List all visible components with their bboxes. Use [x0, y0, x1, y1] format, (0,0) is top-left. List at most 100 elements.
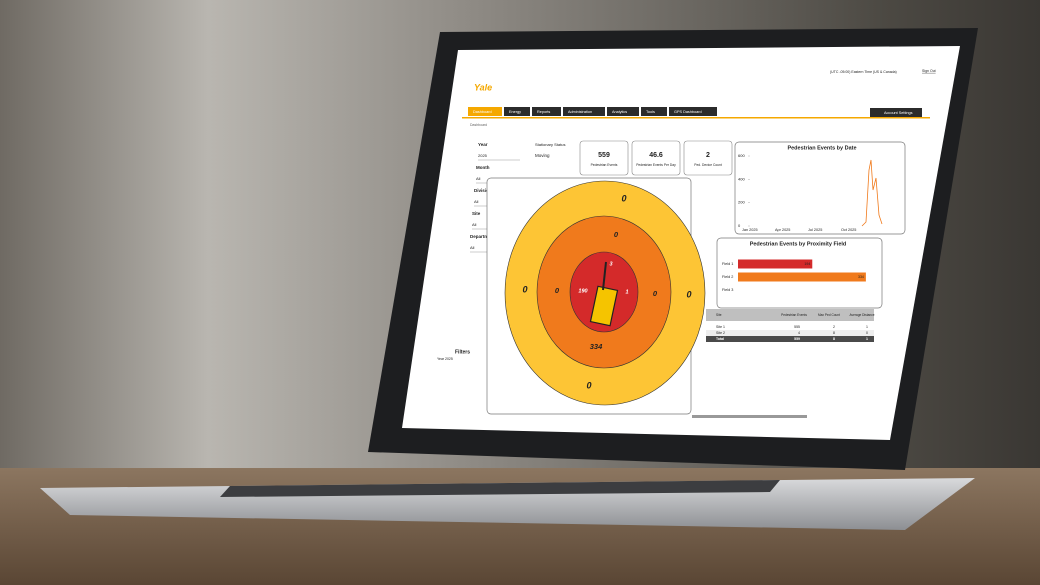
nav-tab-label[interactable]: Tools	[646, 110, 655, 114]
keyboard	[220, 480, 780, 497]
zone-value: 0	[522, 284, 527, 294]
filters-title: Filters	[455, 349, 470, 355]
filter-value[interactable]: All	[470, 245, 475, 250]
table-cell: 8	[833, 331, 835, 335]
chart-title: Pedestrian Events by Proximity Field	[750, 241, 847, 247]
table-cell: Site 2	[716, 331, 725, 335]
x-tick-label: Oct 2025	[841, 228, 856, 232]
filters-text: Year 2025	[437, 357, 453, 361]
table-row	[706, 336, 874, 342]
zone-value: 0	[586, 380, 591, 390]
category-label: Field 2	[722, 275, 733, 279]
zone-value: 0	[621, 193, 626, 203]
kpi-card	[683, 140, 733, 176]
nav-tab[interactable]	[563, 107, 605, 116]
timezone: (UTC -05:00) Eastern Time (US & Canada)	[830, 70, 897, 74]
table-cell: 559	[794, 337, 800, 341]
forklift-mast	[602, 261, 607, 291]
kpi-label: Pedestrian Events Per Day	[636, 163, 676, 167]
filter-value[interactable]: All	[476, 176, 481, 181]
nav-tab-label[interactable]: GPS Dashboard	[674, 110, 702, 114]
nav-tab-label[interactable]: Administration	[568, 110, 592, 114]
nav-tab[interactable]	[468, 107, 502, 116]
kpi-label: Pedestrian Events	[591, 163, 618, 167]
account-settings[interactable]: Account Settings	[884, 111, 913, 115]
bar	[738, 272, 866, 282]
zone-value: 1	[625, 289, 628, 295]
kpi-value: 2	[706, 152, 710, 159]
kpi-card	[579, 140, 629, 176]
trend-line	[861, 159, 883, 227]
chart-panel	[734, 141, 906, 235]
table-cell: 2	[833, 325, 835, 329]
x-tick-label: Apr 2025	[775, 228, 790, 232]
zone-value: 3	[609, 261, 612, 267]
kpi-label: Ped. Device Count	[694, 163, 722, 167]
filter-label: Division	[474, 188, 492, 193]
table-cell: 1	[866, 337, 868, 341]
y-tick-label: 600	[738, 153, 745, 158]
table-row	[706, 330, 874, 336]
nav-tab[interactable]	[532, 107, 561, 116]
table-cell: 1	[866, 325, 868, 329]
filter-label: Year	[478, 142, 488, 147]
bar-value: 334	[858, 275, 864, 279]
kpi-value: 559	[598, 152, 610, 159]
breadcrumb: Dashboard	[470, 123, 487, 127]
nav-tab-label[interactable]: Analytics	[612, 110, 627, 114]
table-cell: 8	[833, 337, 835, 341]
table-cell: 555	[794, 325, 800, 329]
nav-tab[interactable]	[607, 107, 639, 116]
y-tick-label: 400	[738, 176, 745, 181]
dashboard: Yale (UTC -05:00) Eastern Time (US & Cana…	[437, 69, 936, 418]
nav-tab-label[interactable]: Dashboard	[473, 110, 492, 114]
category-label: Field 1	[722, 262, 733, 266]
filter-label: Month	[476, 165, 490, 170]
kpi-card	[631, 140, 681, 176]
status-label: Stationary Status	[535, 142, 565, 147]
account-button[interactable]	[870, 108, 922, 117]
status-value[interactable]: Moving	[535, 153, 550, 158]
column-header: Max Ped Count	[818, 313, 840, 317]
table-cell: Total	[716, 337, 724, 341]
table-header	[706, 309, 874, 321]
nav-tab-label[interactable]: Reports	[537, 110, 550, 114]
x-tick-label: Jan 2025	[742, 228, 758, 232]
filter-label: Department	[470, 234, 496, 239]
table-cell: 4	[798, 331, 800, 335]
table-row	[706, 324, 874, 330]
zone-value: 0	[555, 286, 560, 295]
filter-value[interactable]: All	[472, 222, 477, 227]
sign-out[interactable]: Sign Out	[922, 69, 936, 73]
table-cell: 0	[866, 331, 868, 335]
nav-tab[interactable]	[641, 107, 667, 116]
nav-underline	[462, 117, 930, 119]
column-header: Average Distance	[849, 313, 874, 317]
chart-title: Pedestrian Events by Date	[787, 145, 856, 151]
nav-tab[interactable]	[669, 107, 717, 116]
nav-tab-label[interactable]: Energy	[509, 110, 521, 114]
zone-value: 0	[653, 289, 658, 298]
bar-value: 194	[804, 262, 810, 266]
nav-tab[interactable]	[504, 107, 530, 116]
y-tick-label: 200	[738, 200, 745, 205]
zone-value: 190	[578, 288, 587, 294]
column-header: Site	[716, 313, 722, 317]
category-label: Field 3	[722, 288, 733, 292]
table-cell: Site 1	[716, 325, 725, 329]
x-tick-label: Jul 2025	[808, 228, 822, 232]
filter-value[interactable]: 2025	[478, 153, 488, 158]
zone-value: 0	[686, 289, 691, 299]
bar	[738, 259, 813, 269]
zone-value: 0	[614, 230, 619, 239]
scrollbar	[692, 415, 807, 418]
kpi-value: 46.6	[649, 152, 663, 159]
filter-value[interactable]: All	[474, 199, 479, 204]
filter-label: Site	[472, 211, 481, 216]
forklift-icon	[589, 285, 619, 327]
column-header: Pedestrian Events	[781, 313, 807, 317]
logo: Yale	[474, 82, 492, 92]
y-tick-label: 0	[738, 223, 741, 228]
